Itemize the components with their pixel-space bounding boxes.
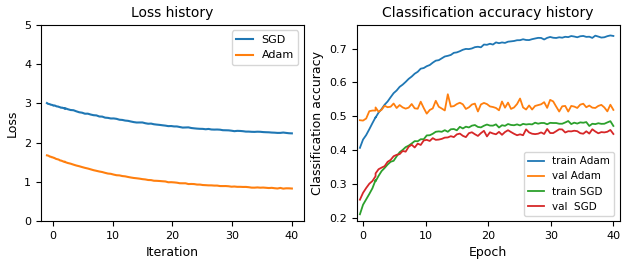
Line: train SGD: train SGD <box>360 121 613 214</box>
Y-axis label: Loss: Loss <box>6 109 19 137</box>
train SGD <box>574 122 581 125</box>
val  SGD <box>574 130 581 133</box>
val  SGD <box>381 165 388 168</box>
val  SGD <box>609 132 617 136</box>
train Adam <box>362 134 370 137</box>
train SGD <box>356 213 364 216</box>
val Adam <box>483 103 491 106</box>
train Adam <box>477 46 485 49</box>
SGD <box>150 123 158 126</box>
Legend: train Adam, val Adam, train SGD, val  SGD: train Adam, val Adam, train SGD, val SGD <box>524 152 614 216</box>
val Adam <box>359 119 367 122</box>
Adam <box>70 163 77 166</box>
SGD <box>265 131 273 134</box>
train Adam <box>381 103 388 106</box>
Line: val Adam: val Adam <box>360 94 613 121</box>
val Adam <box>609 108 617 112</box>
val  SGD <box>544 127 551 131</box>
X-axis label: Iteration: Iteration <box>146 246 199 259</box>
Legend: SGD, Adam: SGD, Adam <box>231 30 298 65</box>
val Adam <box>556 110 563 113</box>
SGD <box>70 109 77 112</box>
Y-axis label: Classification accuracy: Classification accuracy <box>311 51 324 195</box>
Adam <box>61 160 68 163</box>
Adam <box>274 187 282 190</box>
Adam <box>288 187 295 190</box>
Adam <box>150 179 158 182</box>
Line: Adam: Adam <box>47 155 292 189</box>
val  SGD <box>362 186 370 189</box>
val  SGD <box>477 131 485 135</box>
Line: val  SGD: val SGD <box>360 129 613 200</box>
val Adam <box>356 119 364 122</box>
train Adam <box>606 34 614 37</box>
train Adam <box>356 146 364 149</box>
Title: Loss history: Loss history <box>131 6 214 20</box>
Adam <box>280 187 287 190</box>
SGD <box>61 107 68 110</box>
train SGD <box>369 187 376 190</box>
val  SGD <box>369 179 376 183</box>
train Adam <box>609 34 617 38</box>
Adam <box>173 181 181 184</box>
train Adam <box>571 35 578 38</box>
val Adam <box>444 93 451 96</box>
Adam <box>265 187 273 190</box>
val  SGD <box>356 198 364 201</box>
Title: Classification accuracy history: Classification accuracy history <box>382 6 594 20</box>
SGD <box>274 131 282 135</box>
Line: train Adam: train Adam <box>360 36 613 148</box>
train SGD <box>609 124 617 127</box>
val Adam <box>372 109 379 112</box>
train SGD <box>381 166 388 170</box>
train SGD <box>564 120 572 123</box>
SGD <box>43 101 51 105</box>
X-axis label: Epoch: Epoch <box>469 246 507 259</box>
train SGD <box>362 198 370 201</box>
Line: SGD: SGD <box>47 103 292 133</box>
SGD <box>173 125 181 128</box>
train SGD <box>549 121 557 125</box>
train Adam <box>549 36 557 39</box>
Adam <box>43 154 51 157</box>
val  SGD <box>552 130 560 133</box>
val Adam <box>576 103 584 106</box>
val Adam <box>384 106 391 109</box>
val Adam <box>366 110 373 113</box>
train SGD <box>477 126 485 129</box>
SGD <box>288 132 295 135</box>
train Adam <box>369 122 376 125</box>
